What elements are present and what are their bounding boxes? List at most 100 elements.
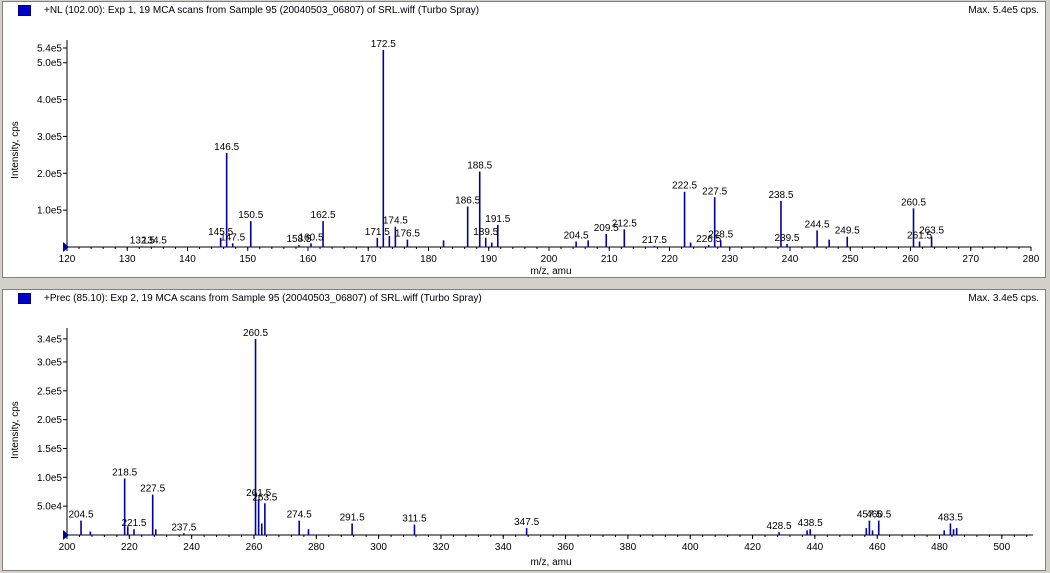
x-tick-label: 270 [962, 254, 979, 265]
peak-label: 188.5 [467, 160, 492, 171]
y-axis-label: Intensity, cps [10, 121, 21, 179]
y-tick-label: 3.0e5 [37, 357, 62, 368]
peak-label: 438.5 [798, 518, 823, 529]
peak-label: 150.5 [238, 210, 263, 221]
peak-label: 260.5 [243, 328, 268, 339]
y-tick-label: 3.4e5 [37, 334, 62, 345]
peak-label: 212.5 [612, 218, 637, 229]
y-tick-label: 2.0e5 [37, 415, 62, 426]
peak-label: 311.5 [402, 514, 427, 525]
y-tick-label: 5.0e5 [37, 58, 62, 69]
x-tick-label: 230 [721, 254, 738, 265]
x-tick-label: 500 [993, 542, 1010, 553]
peak-label: 239.5 [774, 233, 799, 244]
x-tick-label: 120 [59, 254, 76, 265]
peak-label: 191.5 [485, 214, 510, 225]
peak-label: 172.5 [371, 39, 396, 50]
y-tick-label: 2.0e5 [37, 169, 62, 180]
peak-label: 209.5 [594, 223, 619, 234]
y-axis-label: Intensity, cps [10, 401, 21, 459]
peak-label: 457.5 [857, 510, 882, 521]
x-axis-label: m/z, amu [530, 266, 571, 277]
peak-label: 217.5 [642, 235, 667, 246]
peak-label: 227.5 [140, 484, 165, 495]
max-intensity-label: Max. 3.4e5 cps. [968, 293, 1039, 304]
peak-label: 171.5 [365, 227, 390, 238]
x-tick-label: 420 [744, 542, 761, 553]
peak-label: 176.5 [395, 229, 420, 240]
y-tick-label: 2.5e5 [37, 386, 62, 397]
peak-label: 186.5 [455, 195, 480, 206]
peak-label: 218.5 [112, 467, 137, 478]
chart-title: +Prec (85.10): Exp 2, 19 MCA scans from … [44, 293, 482, 304]
peak-label: 147.5 [220, 232, 245, 243]
x-tick-label: 480 [931, 542, 948, 553]
x-tick-label: 320 [433, 542, 450, 553]
peak-label: 483.5 [938, 512, 963, 523]
y-tick-label: 1.0e5 [37, 473, 62, 484]
y-tick-label: 5.4e5 [37, 44, 62, 55]
peak-label: 228.5 [708, 229, 733, 240]
x-tick-label: 280 [1023, 254, 1040, 265]
spectrum-plot-1[interactable]: Intensity, cps m/z, amu 120 130 140 150 160 1… [3, 2, 1045, 277]
peak-label: 261.5 [907, 230, 932, 241]
x-tick-label: 260 [902, 254, 919, 265]
x-tick-label: 210 [601, 254, 618, 265]
chart-title: +NL (102.00): Exp 1, 19 MCA scans from S… [44, 5, 480, 16]
peak-label: 222.5 [672, 181, 697, 192]
peak-label: 274.5 [287, 510, 312, 521]
peak-label: 249.5 [835, 226, 860, 237]
max-intensity-label: Max. 5.4e5 cps. [968, 5, 1039, 16]
pane-header: +NL (102.00): Exp 1, 19 MCA scans from S… [3, 2, 1045, 20]
x-tick-label: 200 [59, 542, 76, 553]
peak-label: 428.5 [767, 521, 792, 532]
peak-label: 158.5 [286, 234, 311, 245]
origin-marker-icon [63, 530, 69, 540]
peak-label: 227.5 [702, 186, 727, 197]
peak-label: 347.5 [514, 517, 539, 528]
peak-label: 132.5 [130, 235, 155, 246]
x-tick-label: 280 [308, 542, 325, 553]
peak-label: 237.5 [171, 522, 196, 533]
peak-label: 204.5 [69, 510, 94, 521]
peak-label: 238.5 [768, 190, 793, 201]
peak-label: 160.5 [298, 232, 323, 243]
spectrum-plot-2[interactable]: Intensity, cps m/z, amu 200 220 240 260 280 3… [3, 290, 1045, 570]
peak-label: 146.5 [214, 142, 239, 153]
y-tick-label: 1.5e5 [37, 444, 62, 455]
legend-color-box[interactable] [18, 293, 31, 304]
peak-label: 221.5 [121, 518, 146, 529]
peak-label: 204.5 [564, 230, 589, 241]
x-tick-label: 400 [682, 542, 699, 553]
peak-label: 261.5 [246, 488, 271, 499]
x-tick-label: 300 [370, 542, 387, 553]
x-tick-label: 130 [119, 254, 136, 265]
y-tick-label: 3.0e5 [37, 132, 62, 143]
peak-label: 260.5 [901, 197, 926, 208]
origin-marker-icon [63, 242, 69, 252]
y-tick-label: 4.0e5 [37, 95, 62, 106]
y-tick-label: 5.0e4 [37, 502, 62, 513]
x-tick-label: 240 [782, 254, 799, 265]
x-tick-label: 250 [842, 254, 859, 265]
x-tick-label: 220 [661, 254, 678, 265]
x-axis-label: m/z, amu [530, 557, 571, 568]
x-tick-label: 360 [557, 542, 574, 553]
x-tick-label: 170 [360, 254, 377, 265]
x-tick-label: 140 [179, 254, 196, 265]
x-tick-label: 180 [420, 254, 437, 265]
peak-label: 291.5 [340, 512, 365, 523]
x-tick-label: 380 [620, 542, 637, 553]
peak-label: 263.5 [919, 226, 944, 237]
peak-label: 263.5 [252, 492, 277, 503]
y-tick-label: 1.0e5 [37, 206, 62, 217]
peak-label: 189.5 [473, 227, 498, 238]
x-tick-label: 240 [183, 542, 200, 553]
pane-header: +Prec (85.10): Exp 2, 19 MCA scans from … [3, 290, 1045, 308]
x-tick-label: 150 [239, 254, 256, 265]
legend-color-box[interactable] [18, 5, 31, 16]
spectrum-pane-1: +NL (102.00): Exp 1, 19 MCA scans from S… [2, 1, 1046, 278]
peak-label: 145.5 [208, 227, 233, 238]
x-tick-label: 440 [807, 542, 824, 553]
peak-label: 226.5 [696, 234, 721, 245]
